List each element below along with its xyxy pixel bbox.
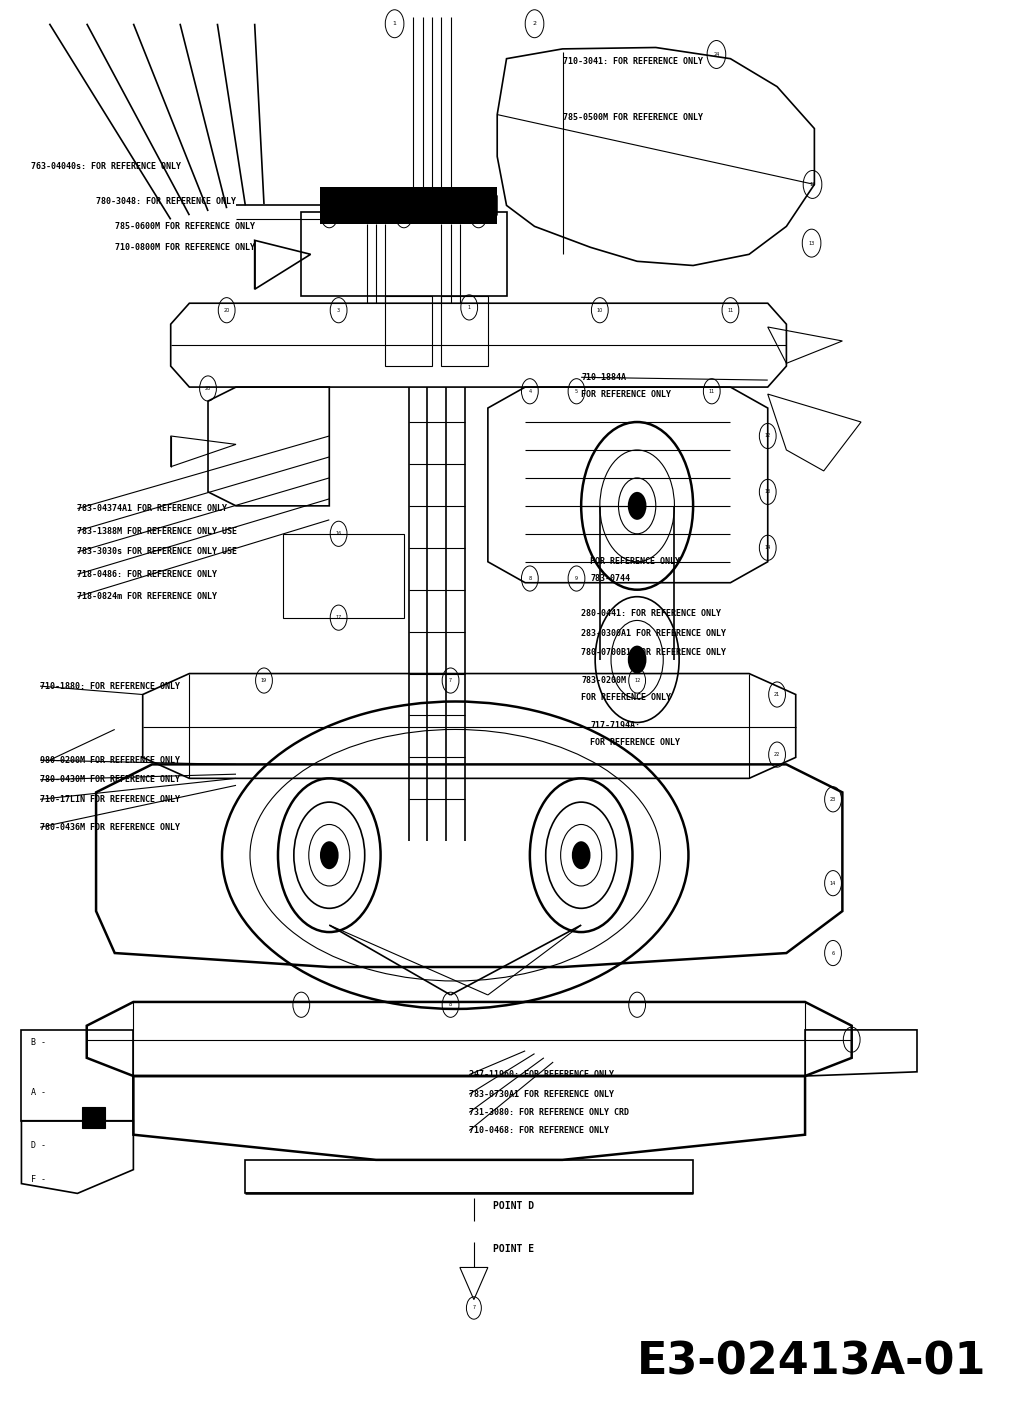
- Text: 19: 19: [326, 213, 332, 217]
- Text: 780-0430M FOR REFERENCE ONLY: 780-0430M FOR REFERENCE ONLY: [40, 776, 181, 784]
- Text: 14: 14: [830, 881, 836, 885]
- Circle shape: [627, 645, 646, 673]
- Text: F -: F -: [31, 1174, 45, 1184]
- Text: 13: 13: [808, 241, 814, 246]
- Text: 22: 22: [774, 752, 780, 758]
- Text: 12: 12: [765, 434, 771, 439]
- Text: 247-11960: FOR REFERENCE ONLY: 247-11960: FOR REFERENCE ONLY: [470, 1070, 614, 1079]
- Text: POINT E: POINT E: [492, 1244, 534, 1254]
- Text: 783-0730A1 FOR REFERENCE ONLY: 783-0730A1 FOR REFERENCE ONLY: [470, 1090, 614, 1099]
- Text: 20: 20: [224, 307, 230, 313]
- Text: 717-7194A:: 717-7194A:: [590, 721, 641, 730]
- Text: 10: 10: [596, 307, 603, 313]
- Text: 783-3030s FOR REFERENCE ONLY USE: 783-3030s FOR REFERENCE ONLY USE: [77, 547, 237, 557]
- Text: 780-0436M FOR REFERENCE ONLY: 780-0436M FOR REFERENCE ONLY: [40, 822, 181, 832]
- Text: 12: 12: [634, 678, 640, 683]
- Text: 4: 4: [528, 389, 531, 394]
- Text: 7: 7: [449, 678, 452, 683]
- Circle shape: [572, 842, 590, 870]
- Text: 6: 6: [832, 951, 835, 955]
- Text: 13: 13: [765, 490, 771, 494]
- Text: 783-1388M FOR REFERENCE ONLY USE: 783-1388M FOR REFERENCE ONLY USE: [77, 526, 237, 536]
- Text: 780-3048: FOR REFERENCE ONLY: 780-3048: FOR REFERENCE ONLY: [96, 196, 236, 206]
- Text: FOR REFERENCE ONLY: FOR REFERENCE ONLY: [581, 693, 671, 702]
- Text: POINT D: POINT D: [492, 1201, 534, 1211]
- Text: 1: 1: [392, 21, 396, 27]
- Text: 3: 3: [337, 307, 341, 313]
- Text: 783-0744: 783-0744: [590, 574, 631, 584]
- Text: 16: 16: [335, 532, 342, 536]
- Circle shape: [627, 492, 646, 521]
- Text: 785-0600M FOR REFERENCE ONLY: 785-0600M FOR REFERENCE ONLY: [115, 222, 255, 231]
- Text: 731-3080: FOR REFERENCE ONLY CRD: 731-3080: FOR REFERENCE ONLY CRD: [470, 1108, 630, 1117]
- Text: 780-0700B1 FOR REFERENCE ONLY: 780-0700B1 FOR REFERENCE ONLY: [581, 648, 727, 657]
- Text: 710-1884A: 710-1884A: [581, 373, 626, 382]
- Text: 24: 24: [713, 52, 719, 58]
- Text: 710-17LIN FOR REFERENCE ONLY: 710-17LIN FOR REFERENCE ONLY: [40, 796, 181, 804]
- Text: 7: 7: [473, 1305, 476, 1310]
- Text: 783-04374A1 FOR REFERENCE ONLY: 783-04374A1 FOR REFERENCE ONLY: [77, 504, 227, 513]
- Text: 14: 14: [765, 546, 771, 550]
- Text: 23: 23: [830, 797, 836, 803]
- Text: 710-3041: FOR REFERENCE ONLY: 710-3041: FOR REFERENCE ONLY: [562, 58, 703, 66]
- Text: 1: 1: [477, 213, 480, 217]
- Text: 11: 11: [728, 307, 734, 313]
- Circle shape: [320, 842, 338, 870]
- Text: 280-0441: FOR REFERENCE ONLY: 280-0441: FOR REFERENCE ONLY: [581, 609, 721, 617]
- Text: 710-0468: FOR REFERENCE ONLY: 710-0468: FOR REFERENCE ONLY: [470, 1127, 609, 1135]
- Text: 17: 17: [335, 615, 342, 620]
- Text: FOR REFERENCE ONLY: FOR REFERENCE ONLY: [590, 557, 680, 567]
- Text: 11: 11: [709, 389, 715, 394]
- Text: 763-04040s: FOR REFERENCE ONLY: 763-04040s: FOR REFERENCE ONLY: [31, 161, 181, 171]
- Text: FOR REFERENCE ONLY: FOR REFERENCE ONLY: [581, 390, 671, 398]
- Text: D -: D -: [31, 1142, 45, 1150]
- Text: 3: 3: [402, 213, 406, 217]
- Text: 783-0200M: 783-0200M: [581, 676, 626, 685]
- Text: 8: 8: [528, 577, 531, 581]
- Text: 980-0200M FOR REFERENCE ONLY: 980-0200M FOR REFERENCE ONLY: [40, 756, 181, 765]
- Text: FOR REFERENCE ONLY: FOR REFERENCE ONLY: [590, 738, 680, 746]
- Text: 19: 19: [261, 678, 267, 683]
- Polygon shape: [83, 1107, 105, 1128]
- Text: 718-0824m FOR REFERENCE ONLY: 718-0824m FOR REFERENCE ONLY: [77, 592, 218, 602]
- Text: 5: 5: [575, 389, 578, 394]
- Text: A -: A -: [31, 1089, 45, 1097]
- Text: 8: 8: [449, 1002, 452, 1007]
- Text: 21: 21: [774, 692, 780, 697]
- Polygon shape: [320, 187, 497, 223]
- Text: 710-1880: FOR REFERENCE ONLY: 710-1880: FOR REFERENCE ONLY: [40, 682, 181, 690]
- Text: 710-0800M FOR REFERENCE ONLY: 710-0800M FOR REFERENCE ONLY: [115, 243, 255, 251]
- Text: 718-0486: FOR REFERENCE ONLY: 718-0486: FOR REFERENCE ONLY: [77, 570, 218, 579]
- Text: 15: 15: [809, 182, 815, 187]
- Text: 1: 1: [467, 304, 471, 310]
- Text: 785-0500M FOR REFERENCE ONLY: 785-0500M FOR REFERENCE ONLY: [562, 112, 703, 122]
- Text: 9: 9: [575, 577, 578, 581]
- Text: 20: 20: [205, 386, 212, 391]
- Text: E3-02413A-01: E3-02413A-01: [637, 1340, 987, 1383]
- Text: 2: 2: [533, 21, 537, 27]
- Text: 283-0300A1 FOR REFERENCE ONLY: 283-0300A1 FOR REFERENCE ONLY: [581, 629, 727, 637]
- Text: B -: B -: [31, 1038, 45, 1047]
